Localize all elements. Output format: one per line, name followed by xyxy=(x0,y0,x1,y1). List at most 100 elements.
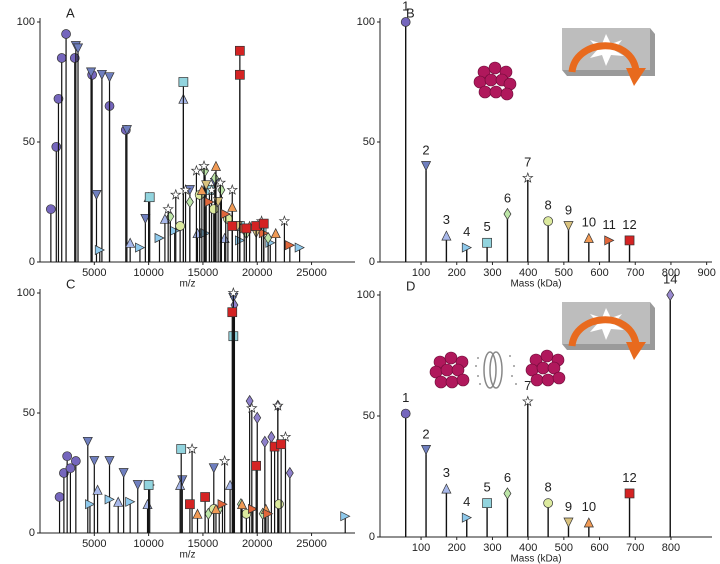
peak-marker xyxy=(666,288,675,302)
peak-label: 10 xyxy=(582,214,596,229)
peak-label: 7 xyxy=(524,154,531,169)
y-tick-label: 0 xyxy=(29,256,35,268)
peak-marker xyxy=(267,430,276,444)
peak-marker xyxy=(235,45,245,56)
x-tick-label: 15000 xyxy=(188,538,219,550)
peak-marker xyxy=(227,307,238,318)
x-tick-label: 10000 xyxy=(133,538,164,550)
peak-marker xyxy=(227,201,238,212)
peak-label: 9 xyxy=(565,499,572,514)
peak-label: 4 xyxy=(463,494,470,509)
peak-label: 3 xyxy=(443,212,450,227)
x-tick-label: 5000 xyxy=(82,538,106,550)
x-tick-label: 300 xyxy=(483,542,501,554)
peak-marker xyxy=(604,235,615,246)
peak-marker xyxy=(340,511,351,522)
peak-label: 6 xyxy=(504,470,511,485)
y-tick-label: 0 xyxy=(369,256,375,268)
peak-marker xyxy=(279,430,292,442)
x-axis-label: m/z xyxy=(179,279,195,290)
rebound-arrow xyxy=(568,316,640,347)
x-tick-label: 20000 xyxy=(242,538,273,550)
peak-marker xyxy=(624,488,635,499)
y-tick-label: 50 xyxy=(23,136,35,148)
peak-marker xyxy=(121,125,132,136)
peak-marker xyxy=(420,445,432,456)
peak-marker xyxy=(563,517,574,528)
x-tick-label: 25000 xyxy=(296,267,327,279)
peak-marker xyxy=(46,204,56,215)
x-tick-label: 200 xyxy=(448,267,466,279)
peak-marker xyxy=(441,483,452,494)
peak-label: 1 xyxy=(402,390,409,405)
ring xyxy=(483,351,503,389)
peak-marker xyxy=(210,503,222,514)
peak-marker xyxy=(92,484,103,495)
x-tick-label: 100 xyxy=(412,267,430,279)
x-tick-label: 700 xyxy=(626,542,644,554)
x-tick-label: 700 xyxy=(626,267,644,279)
peak-marker xyxy=(91,189,102,201)
x-tick-label: 500 xyxy=(555,542,573,554)
peak-label: 9 xyxy=(565,202,572,217)
peak-marker xyxy=(162,203,174,215)
peak-label: 8 xyxy=(545,198,552,213)
x-tick-label: 400 xyxy=(519,542,537,554)
peak-label: 2 xyxy=(422,426,429,441)
x-axis-label: Mass (kDa) xyxy=(510,279,561,290)
y-tick-label: 100 xyxy=(357,289,375,301)
peak-marker xyxy=(220,208,232,220)
peak-marker xyxy=(543,498,553,508)
x-tick-label: 900 xyxy=(697,267,715,279)
peak-marker xyxy=(624,235,635,246)
peak-marker xyxy=(253,411,262,424)
peak-marker xyxy=(61,29,71,39)
peak-marker xyxy=(258,218,269,229)
peak-marker xyxy=(274,499,284,510)
peak-marker xyxy=(226,183,239,195)
peak-marker xyxy=(263,508,274,519)
peak-marker xyxy=(175,479,186,490)
x-tick-label: 300 xyxy=(483,267,501,279)
x-tick-label: 600 xyxy=(590,542,608,554)
peak-marker xyxy=(192,508,203,519)
peak-marker xyxy=(175,221,185,231)
peak-label: 14 xyxy=(663,271,677,286)
peak-marker xyxy=(72,43,84,54)
x-axis-label: Mass (kDa) xyxy=(510,554,561,564)
peak-marker xyxy=(186,442,198,454)
peak-marker xyxy=(284,240,296,251)
x-tick-label: 500 xyxy=(555,267,573,279)
y-tick-label: 100 xyxy=(17,16,35,28)
peak-marker xyxy=(543,216,553,227)
rebound-arrow xyxy=(568,42,640,73)
illustration-d xyxy=(429,302,655,389)
peak-marker xyxy=(59,468,69,478)
x-tick-label: 800 xyxy=(662,542,680,554)
peak-marker xyxy=(89,456,100,467)
peak-marker xyxy=(276,439,286,450)
peak-label: 10 xyxy=(582,499,596,514)
peak-marker xyxy=(85,67,97,78)
peak-label: 12 xyxy=(622,217,636,232)
peak-marker xyxy=(236,498,248,510)
peak-marker xyxy=(563,221,574,232)
peak-marker xyxy=(179,183,192,195)
panel-letter: B xyxy=(406,5,415,20)
peak-marker xyxy=(140,213,151,225)
peak-marker xyxy=(260,435,269,448)
peak-marker xyxy=(185,195,194,209)
peak-marker xyxy=(196,184,207,195)
peak-label: 8 xyxy=(545,480,552,495)
peak-marker xyxy=(104,456,115,467)
peak-marker xyxy=(204,196,215,208)
peak-marker xyxy=(503,487,512,500)
y-tick-label: 0 xyxy=(369,531,375,543)
peak-marker xyxy=(264,231,273,245)
peak-label: 5 xyxy=(483,219,490,234)
peak-marker xyxy=(461,512,473,523)
x-axis-label: m/z xyxy=(179,550,195,561)
peak-marker xyxy=(53,93,64,104)
x-tick-label: 20000 xyxy=(242,267,273,279)
